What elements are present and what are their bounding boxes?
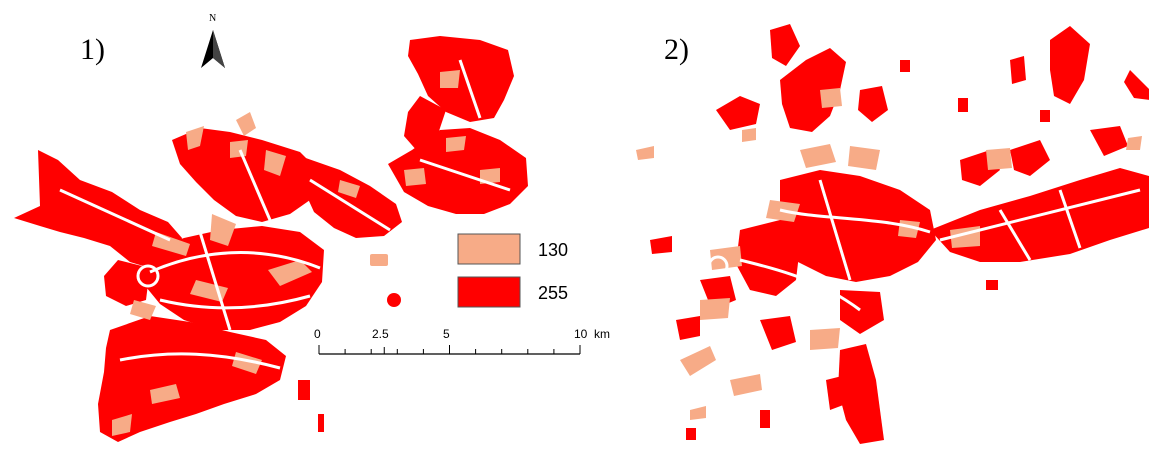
scale-label-2-5: 2.5 xyxy=(372,327,389,341)
panel-label-2: 2) xyxy=(664,33,689,66)
legend: 130 255 xyxy=(457,233,568,308)
map-1-street-network xyxy=(59,59,511,370)
legend-swatch-255 xyxy=(457,276,521,308)
map-2-class-255-area xyxy=(650,24,1149,444)
scale-unit: km xyxy=(594,327,610,341)
legend-label-255: 255 xyxy=(538,283,568,303)
north-arrow: N xyxy=(201,13,225,68)
map-panel-1 xyxy=(14,36,528,442)
scale-bar: 0 2.5 5 10 km xyxy=(314,327,610,355)
scale-label-5: 5 xyxy=(443,327,450,341)
map-panel-2 xyxy=(636,24,1149,444)
map-2-street-network xyxy=(739,179,1141,312)
map-2-class-130-area xyxy=(636,88,1142,420)
scale-label-10: 10 xyxy=(574,327,588,341)
map-1-roundabout xyxy=(136,264,160,288)
map-2-roundabout xyxy=(707,255,729,277)
north-arrow-letter: N xyxy=(209,13,216,24)
legend-swatch-130 xyxy=(457,233,521,265)
panel-label-1: 1) xyxy=(80,33,105,66)
legend-label-130: 130 xyxy=(538,240,568,260)
scale-label-0: 0 xyxy=(314,327,321,341)
map-1-class-255-area xyxy=(14,36,528,442)
map-1-class-130-area xyxy=(112,70,500,436)
